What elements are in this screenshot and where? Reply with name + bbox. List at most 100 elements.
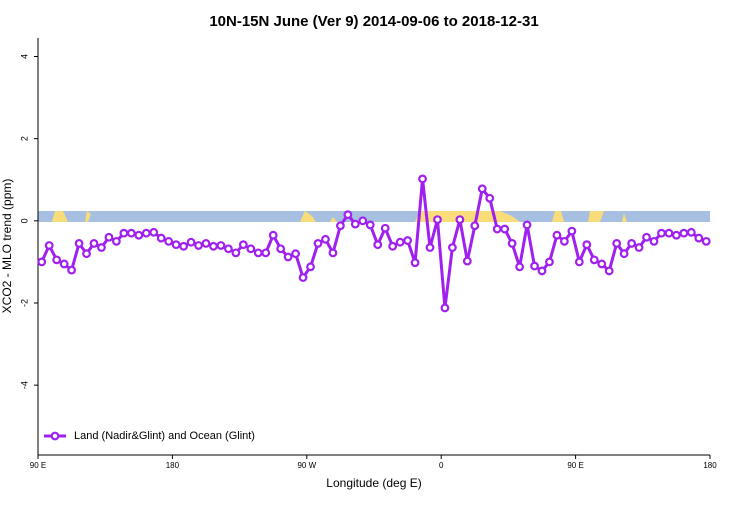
point — [171, 240, 181, 250]
point — [560, 236, 569, 246]
point — [433, 215, 442, 224]
land — [52, 211, 68, 222]
point — [268, 230, 278, 240]
point — [477, 184, 487, 194]
point — [74, 239, 84, 248]
point — [246, 244, 256, 254]
point — [216, 241, 226, 250]
point — [253, 248, 263, 258]
point — [425, 243, 435, 252]
x-tick-label: 180 — [166, 461, 180, 470]
point — [612, 239, 622, 248]
point — [89, 239, 99, 248]
y-tick-label: -4 — [19, 381, 29, 389]
land — [622, 213, 627, 222]
legend-label: Land (Nadir&Glint) and Ocean (Glint) — [74, 430, 255, 442]
point — [126, 228, 136, 238]
point — [694, 233, 704, 243]
point — [649, 236, 659, 246]
point — [642, 232, 651, 242]
x-tick-label: 180 — [703, 461, 717, 470]
x-tick-label: 90 W — [297, 461, 316, 470]
y-tick-label: 0 — [19, 218, 29, 223]
point — [104, 232, 114, 242]
point — [97, 243, 106, 252]
point — [298, 273, 308, 282]
point — [336, 221, 345, 231]
point — [164, 236, 174, 246]
x-tick-label: 90 E — [30, 461, 46, 470]
point — [306, 262, 315, 272]
point — [448, 243, 457, 252]
point — [380, 223, 390, 233]
point — [283, 252, 293, 262]
point — [515, 262, 524, 272]
point — [567, 226, 577, 236]
point — [321, 234, 330, 244]
point — [530, 261, 539, 271]
point — [664, 228, 674, 238]
point — [59, 259, 69, 269]
point — [522, 220, 532, 230]
x-tick-label: 90 E — [567, 461, 583, 470]
point — [552, 230, 562, 240]
point — [111, 236, 121, 246]
point — [627, 239, 636, 248]
x-tick-label: 0 — [439, 461, 444, 470]
point — [679, 228, 689, 238]
legend-marker — [50, 431, 60, 441]
point — [141, 228, 151, 238]
point — [373, 240, 383, 250]
ocean-band — [38, 211, 710, 222]
point — [657, 228, 666, 238]
chart-title: 10N-15N June (Ver 9) 2014-09-06 to 2018-… — [209, 13, 538, 30]
point — [455, 215, 465, 224]
map-strip — [38, 211, 710, 222]
point — [186, 237, 196, 247]
point — [67, 265, 76, 275]
point — [343, 210, 353, 220]
y-tick-label: 4 — [19, 54, 29, 59]
point — [358, 216, 368, 226]
point — [37, 257, 47, 267]
point — [507, 239, 517, 248]
land — [85, 211, 91, 222]
point — [119, 228, 129, 238]
point — [589, 255, 599, 265]
y-tick-label: 2 — [19, 136, 29, 141]
point — [194, 241, 203, 250]
point — [634, 243, 644, 252]
point — [149, 227, 159, 237]
point — [350, 219, 360, 229]
point — [276, 244, 286, 254]
point — [201, 239, 211, 248]
point — [545, 257, 554, 267]
point — [410, 258, 420, 268]
point — [261, 248, 271, 258]
x-axis-label: Longitude (deg E) — [326, 476, 421, 490]
point — [238, 240, 248, 250]
land — [588, 211, 604, 222]
point — [462, 256, 472, 266]
y-tick-label: -2 — [19, 299, 29, 307]
point — [395, 237, 405, 247]
point — [470, 221, 480, 231]
point — [500, 224, 510, 234]
point — [403, 236, 413, 245]
point — [418, 174, 427, 184]
point — [701, 236, 711, 246]
land — [300, 211, 316, 222]
point — [44, 241, 54, 250]
point — [574, 257, 584, 267]
land — [552, 211, 564, 222]
point — [134, 230, 144, 240]
point — [156, 233, 166, 243]
point — [597, 259, 607, 269]
point — [492, 224, 502, 234]
point — [328, 248, 338, 258]
point — [440, 303, 450, 313]
point — [52, 255, 62, 265]
point — [313, 239, 323, 248]
